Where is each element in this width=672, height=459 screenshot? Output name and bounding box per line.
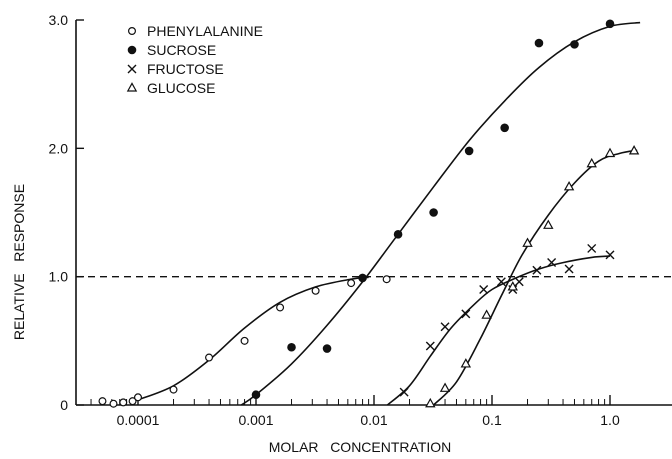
glucose-legend-label: GLUCOSE (147, 80, 215, 96)
markers (98, 19, 640, 408)
glucose-point (425, 397, 436, 408)
phenylalanine-point (311, 286, 320, 295)
fructose-point (496, 277, 506, 287)
sucrose-point (570, 40, 579, 49)
x-tick-label: 0.0001 (117, 412, 160, 428)
phenylalanine-point (119, 398, 128, 407)
fructose-point (532, 265, 542, 275)
axes: 0 1.0 2.0 3.0 0.0001 0.001 0.01 0.1 1.0 (49, 12, 672, 428)
phenylalanine-point (382, 275, 391, 284)
fructose-point (547, 258, 557, 268)
phenylalanine-point (205, 353, 214, 362)
fructose-point (605, 250, 615, 260)
fructose-point (440, 322, 450, 332)
glucose-point (563, 180, 575, 191)
fructose-point (514, 277, 524, 287)
sucrose-point (358, 273, 367, 283)
glucose-point (481, 309, 492, 319)
glucose-legend-marker (126, 82, 138, 92)
x-tick-label: 1.0 (600, 412, 620, 428)
x-tick-label: 0.01 (360, 412, 387, 428)
phenylalanine-point (128, 397, 137, 406)
y-tick-label: 2.0 (49, 140, 69, 156)
sucrose-legend-label: SUCROSE (147, 42, 216, 58)
glucose-point (604, 147, 616, 158)
sucrose-point (534, 38, 544, 48)
glucose-point (439, 382, 451, 392)
fructose-point (479, 285, 489, 294)
sucrose-point (500, 123, 509, 133)
legend: PHENYLALANINE SUCROSE FRUCTOSE GLUCOSE (126, 23, 263, 96)
glucose-point (628, 145, 640, 155)
fructose-legend-label: FRUCTOSE (147, 61, 224, 77)
sucrose-point (464, 146, 474, 156)
phenylalanine-point (109, 399, 118, 408)
phenylalanine-point (276, 303, 285, 312)
x-tick-label: 0.001 (238, 412, 273, 428)
fructose-point (399, 387, 409, 397)
phenylalanine-point (134, 393, 143, 402)
y-axis-label: RELATIVE RESPONSE (11, 184, 27, 340)
phenylalanine-curve (137, 276, 369, 401)
sucrose-point (251, 390, 261, 400)
phenylalanine-legend-label: PHENYLALANINE (147, 23, 263, 39)
y-tick-label: 0 (60, 397, 68, 413)
x-tick-label: 0.1 (482, 412, 502, 428)
glucose-point (543, 219, 554, 229)
fructose-point (461, 309, 471, 319)
y-tick-label: 1.0 (49, 269, 69, 285)
glucose-point (460, 358, 472, 368)
phenylalanine-point (98, 397, 107, 406)
sucrose-point (287, 342, 296, 352)
sucrose-curve (240, 21, 641, 406)
fructose-legend-marker (127, 64, 137, 74)
fructose-curve (386, 255, 611, 406)
fructose-point (425, 341, 435, 351)
glucose-point (586, 157, 597, 168)
glucose-point (507, 281, 518, 291)
sucrose-point (605, 19, 615, 29)
phenylalanine-point (347, 279, 356, 288)
phenylalanine-point (169, 385, 178, 394)
x-axis-label: MOLAR CONCENTRATION (269, 439, 452, 455)
sucrose-point (393, 230, 403, 239)
y-tick-label: 3.0 (49, 12, 69, 28)
phenylalanine-point (240, 336, 249, 345)
fructose-point (587, 243, 597, 253)
sucrose-point (322, 344, 332, 353)
glucose-point (522, 237, 533, 247)
phenylalanine-legend-marker (128, 27, 137, 36)
fructose-point (564, 264, 574, 274)
sucrose-point (429, 208, 438, 217)
sucrose-legend-marker (127, 45, 137, 55)
